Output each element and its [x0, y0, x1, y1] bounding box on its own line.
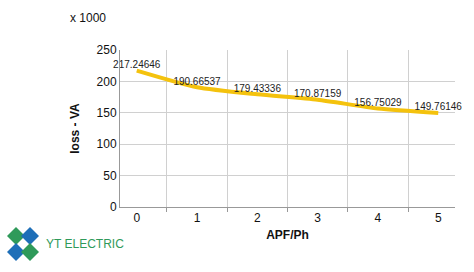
svg-text:217.24646: 217.24646 [113, 59, 161, 70]
svg-text:0: 0 [133, 211, 140, 225]
svg-text:loss - VA: loss - VA [68, 103, 82, 154]
svg-text:4: 4 [375, 211, 382, 225]
svg-text:149.76146: 149.76146 [415, 101, 463, 112]
svg-text:APF/Ph: APF/Ph [266, 228, 309, 242]
svg-text:0: 0 [110, 200, 117, 214]
svg-text:5: 5 [435, 211, 442, 225]
svg-text:YT ELECTRIC: YT ELECTRIC [46, 237, 124, 251]
svg-text:x 1000: x 1000 [70, 11, 106, 25]
svg-text:50: 50 [103, 169, 117, 183]
svg-text:190.66537: 190.66537 [173, 76, 221, 87]
svg-text:156.75029: 156.75029 [354, 97, 402, 108]
svg-text:2: 2 [254, 211, 261, 225]
svg-text:1: 1 [194, 211, 201, 225]
svg-text:179.43336: 179.43336 [234, 83, 282, 94]
svg-text:170.87159: 170.87159 [294, 88, 342, 99]
svg-text:100: 100 [97, 137, 117, 151]
svg-text:250: 250 [97, 43, 117, 57]
svg-text:200: 200 [97, 75, 117, 89]
svg-text:150: 150 [97, 106, 117, 120]
svg-text:3: 3 [314, 211, 321, 225]
